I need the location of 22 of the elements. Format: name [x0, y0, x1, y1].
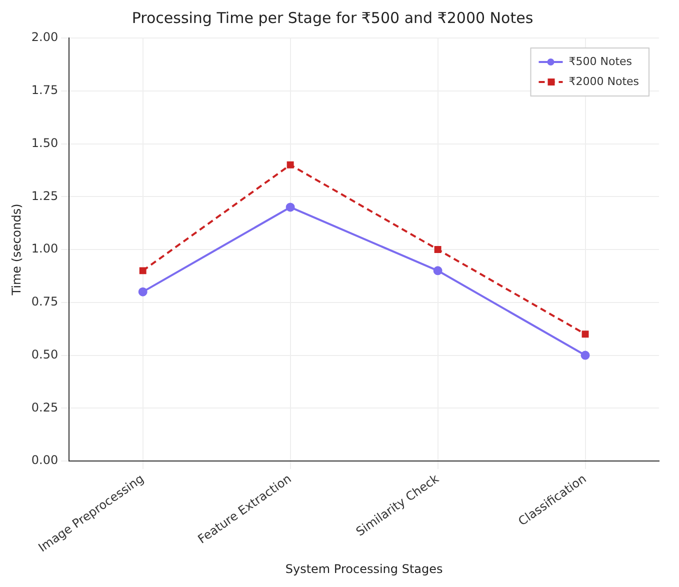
- point: [582, 330, 589, 338]
- point: [580, 350, 590, 360]
- point: [138, 287, 148, 296]
- chart-title: Processing Time per Stage for ₹500 and ₹2000 Notes: [132, 8, 534, 27]
- y-axis-title: Time (seconds): [9, 204, 24, 296]
- x-axis-title: System Processing Stages: [285, 562, 443, 576]
- y-tick-label: 2.00: [31, 30, 58, 44]
- legend-label: ₹500 Notes: [568, 54, 632, 68]
- y-tick-label: 1.00: [31, 242, 58, 256]
- point: [433, 266, 442, 276]
- y-tick-label: 1.75: [31, 83, 58, 98]
- point: [139, 267, 146, 274]
- y-tick-label: 0.50: [31, 347, 58, 362]
- y-tick-label: 0.75: [31, 294, 58, 309]
- y-tick-label: 1.50: [31, 136, 58, 150]
- point: [434, 246, 442, 253]
- point: [286, 161, 294, 168]
- y-tick-label: 0.00: [31, 453, 58, 468]
- y-tick-label: 1.25: [31, 188, 58, 203]
- legend-label: ₹2000 Notes: [568, 74, 640, 88]
- y-tick-label: 0.25: [31, 400, 58, 414]
- point: [286, 202, 295, 212]
